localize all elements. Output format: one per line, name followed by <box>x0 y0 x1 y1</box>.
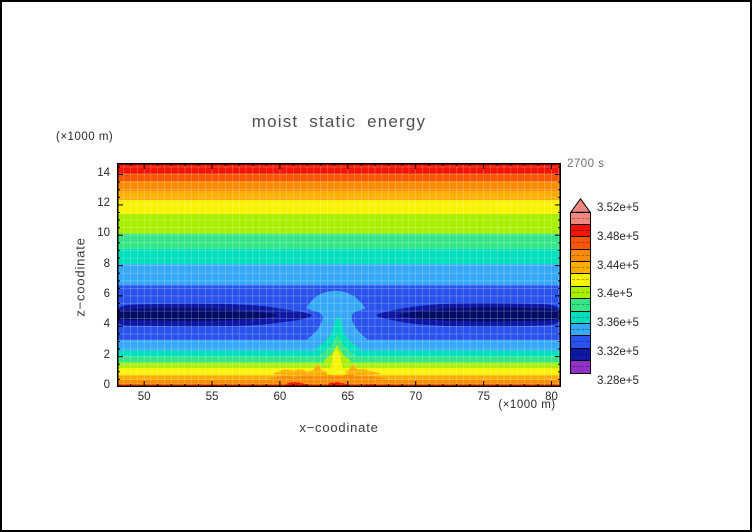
colorbar-band <box>570 323 591 337</box>
plot-frame <box>117 163 561 387</box>
y-tick-labels: 0 2 4 6 8 10 12 14 <box>58 0 110 532</box>
contour-band <box>117 214 561 234</box>
mse-minimum-dark-core-left <box>115 308 277 321</box>
colorbar-band <box>570 236 591 250</box>
updraft-yellow-core <box>326 349 347 375</box>
x-axis-unit-label: (×1000 m) <box>498 399 556 411</box>
x-tick-label: 70 <box>409 391 423 403</box>
contour-band <box>117 200 561 214</box>
contour-band <box>117 264 561 286</box>
colorbar-label: 3.52e+5 <box>597 202 639 214</box>
colorbar-band <box>570 223 591 238</box>
contour-band <box>117 181 561 192</box>
time-label: 2700 s <box>567 158 605 170</box>
x-axis-label: x−coodinate <box>299 420 379 435</box>
y-tick-label: 0 <box>103 379 110 391</box>
surface-amber-bumps <box>272 364 381 376</box>
colorbar-label: 3.32e+5 <box>597 346 639 358</box>
colorbar-band <box>570 285 591 300</box>
x-tick-label: 50 <box>137 391 151 403</box>
colorbar-band <box>570 298 591 312</box>
colorbar-legend: 3.52e+5 3.48e+5 3.44e+5 3.4e+5 3.36e+5 3.32e+… <box>570 198 645 398</box>
y-tick-label: 6 <box>103 287 110 300</box>
contour-plot <box>115 163 563 388</box>
contour-band <box>117 173 561 182</box>
colorbar-bands <box>570 211 591 374</box>
x-tick-label: 75 <box>477 391 490 403</box>
updraft-plume-sky-blue <box>306 290 368 341</box>
surface-orange-bumps <box>268 375 389 380</box>
x-tick-label: 60 <box>273 391 287 403</box>
colorbar-label: 3.28e+5 <box>597 374 639 387</box>
contour-band <box>117 163 561 174</box>
x-tick-label: 65 <box>341 391 355 403</box>
y-axis-unit-label: (×1000 m) <box>56 131 114 143</box>
y-tick-label: 14 <box>97 166 110 179</box>
colorbar-band <box>570 360 591 374</box>
colorbar-label: 3.36e+5 <box>597 317 639 330</box>
updraft-plume-teal-cone <box>315 316 361 351</box>
x-tick-label: 55 <box>205 391 219 403</box>
y-tick-label: 8 <box>103 257 110 270</box>
contour-band <box>117 380 561 384</box>
y-tick-label: 12 <box>97 196 110 209</box>
updraft-plume-green-cone <box>320 333 356 357</box>
colorbar-band <box>570 248 591 263</box>
colorbar-band <box>570 261 591 275</box>
y-tick-label: 2 <box>103 348 110 361</box>
colorbar-label: 3.4e+5 <box>597 288 633 301</box>
chart-title: moist static energy <box>251 112 427 131</box>
y-tick-label: 4 <box>103 318 110 331</box>
contour-band <box>117 233 561 249</box>
colorbar-band <box>570 347 591 362</box>
colorbar-band <box>570 211 591 225</box>
colorbar-band <box>570 273 591 287</box>
grid-lines <box>117 163 561 387</box>
mse-minimum-dark-core-right <box>398 307 563 322</box>
y-tick-label: 10 <box>97 227 110 240</box>
contour-band <box>117 248 561 265</box>
colorbar-band <box>570 310 591 325</box>
contour-band <box>117 191 561 201</box>
colorbar-band <box>570 335 591 349</box>
contour-plot-area <box>115 163 563 388</box>
colorbar-label: 3.48e+5 <box>597 230 639 243</box>
contour-features <box>115 290 563 387</box>
x-tick-label: 80 <box>545 391 558 403</box>
colorbar-label: 3.44e+5 <box>597 259 639 272</box>
